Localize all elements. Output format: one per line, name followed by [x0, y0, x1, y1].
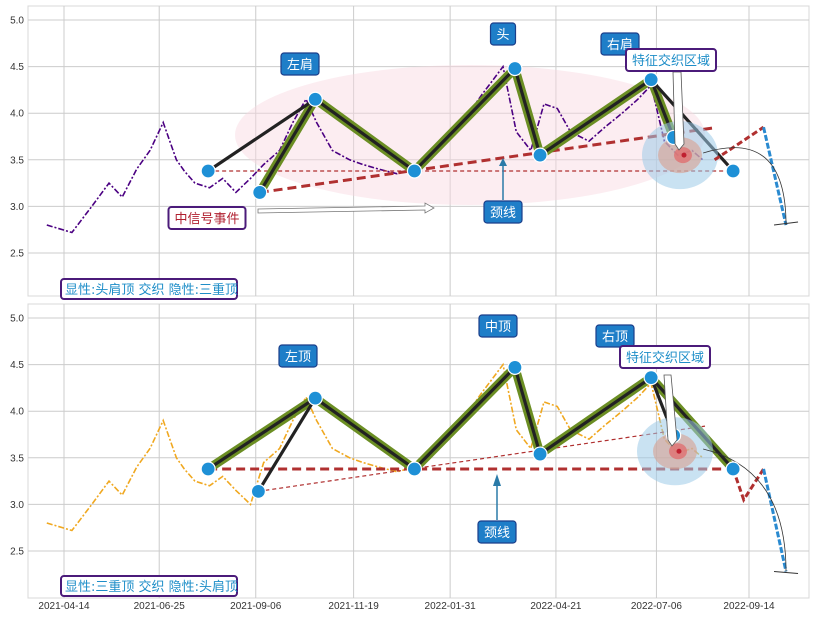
- pattern-point-marker: [307, 390, 323, 406]
- pattern-point-marker: [643, 72, 659, 88]
- pattern-legend-box: [60, 278, 238, 300]
- annotation-label: 左肩: [287, 57, 313, 73]
- y-tick-label: 4.5: [10, 62, 24, 73]
- forecast-down: [762, 468, 788, 572]
- x-tick-label: 2022-09-14: [723, 601, 775, 612]
- pattern-point-marker: [406, 461, 423, 477]
- pattern-legend-text: 显性:三重顶 交织 隐性:头肩顶: [65, 579, 238, 595]
- price-series-line: [46, 362, 704, 532]
- forecast-arc: [703, 448, 787, 572]
- pattern-skeleton-dark: [258, 98, 317, 194]
- forecast-down: [762, 126, 788, 226]
- x-tick-label: 2022-07-06: [631, 601, 683, 612]
- event-arrow: [257, 202, 435, 214]
- annotation-label: 右顶: [602, 330, 628, 345]
- annotation-box: [595, 324, 635, 348]
- y-tick-label: 2.5: [10, 547, 24, 558]
- y-tick-label: 5.0: [10, 16, 24, 27]
- x-tick-label: 2021-06-25: [134, 601, 186, 612]
- pattern-skeleton-dark: [513, 68, 542, 156]
- annotation-box: [167, 206, 247, 230]
- y-tick-label: 3.5: [10, 453, 24, 464]
- annotation-box: [280, 52, 320, 76]
- annotation-box: [619, 345, 711, 369]
- forecast-up: [713, 125, 765, 162]
- x-tick-label: 2021-09-06: [230, 601, 282, 612]
- pattern-point-marker: [507, 359, 523, 375]
- pattern-skeleton-dark: [539, 78, 653, 157]
- annotation-label: 中顶: [485, 320, 511, 335]
- forecast-target-bar: [773, 571, 799, 575]
- y-tick-label: 4.5: [10, 360, 24, 371]
- zone-label: 特征交织区域: [632, 53, 710, 69]
- pattern-point-marker: [507, 60, 523, 77]
- zone-label: 特征交织区域: [626, 350, 704, 366]
- y-tick-label: 3.0: [10, 500, 24, 511]
- x-tick-label: 2021-04-14: [38, 601, 90, 612]
- y-tick-label: 3.5: [10, 155, 24, 166]
- annotation-label: 颈线: [490, 206, 516, 221]
- pattern-skeleton-dark: [413, 366, 517, 471]
- feature-zone-center: [681, 152, 687, 158]
- y-tick-label: 5.0: [10, 314, 24, 325]
- x-tick-label: 2022-01-31: [425, 601, 477, 612]
- pattern-point-marker: [250, 483, 266, 499]
- zone-pointer: [663, 374, 678, 447]
- event-label: 中信号事件: [174, 212, 239, 227]
- pattern-point-marker: [725, 461, 741, 477]
- pattern-skeleton-dark: [539, 376, 653, 456]
- pattern-skeleton-dark: [257, 397, 317, 493]
- support-line: [258, 425, 706, 492]
- pattern-point-marker: [406, 163, 423, 179]
- pattern-point-marker: [200, 163, 216, 179]
- annotation-label: 颈线: [484, 526, 510, 541]
- pattern-legend-text: 显性:头肩顶 交织 隐性:三重顶: [65, 282, 238, 298]
- x-tick-label: 2021-11-19: [328, 601, 379, 612]
- annotation-box: [489, 22, 517, 46]
- pattern-point-marker: [643, 370, 659, 386]
- annotation-box: [625, 48, 717, 72]
- pattern-point-marker: [252, 184, 268, 201]
- price-series-line: [46, 64, 704, 234]
- annotation-box: [477, 520, 517, 544]
- forecast-arc: [703, 147, 787, 226]
- pattern-point-marker: [532, 147, 548, 163]
- x-axis: 2021-04-14 2021-06-25 2021-09-06 2021-11-19…: [38, 601, 775, 612]
- pattern-point-marker: [532, 446, 548, 462]
- neckline: [259, 126, 713, 194]
- pattern-skeleton-dark: [513, 366, 542, 455]
- annotation-box: [478, 314, 518, 338]
- y-tick-label: 2.5: [10, 249, 24, 260]
- pattern-point-marker: [200, 461, 216, 477]
- pattern-point-marker: [307, 91, 323, 107]
- pattern-skeleton-dark: [314, 97, 416, 173]
- x-tick-label: 2022-04-21: [530, 601, 582, 612]
- annotation-label: 头: [496, 28, 509, 43]
- annotation-box: [483, 200, 523, 224]
- annotation-box: [278, 344, 318, 368]
- annotation-label: 左顶: [285, 350, 311, 365]
- pattern-skeleton-dark: [207, 396, 317, 471]
- y-tick-label: 3.0: [10, 202, 24, 213]
- feature-zone-center: [676, 448, 682, 454]
- y-tick-label: 4.0: [10, 109, 24, 120]
- panel-top: 2.53.03.54.04.55.0左肩头右肩颈线特征交织区域中信号事件显性:头…: [10, 5, 810, 300]
- pattern-point-marker: [725, 163, 741, 179]
- neckline-arrowhead: [499, 158, 507, 166]
- pattern-skeleton-dark: [413, 67, 517, 173]
- y-tick-label: 4.0: [10, 407, 24, 418]
- neckline-arrowhead: [493, 474, 501, 486]
- head-region-ellipse: [235, 65, 705, 205]
- pattern-skeleton-dark: [207, 97, 317, 173]
- pattern-legend-box: [60, 575, 238, 597]
- pattern-skeleton-dark: [314, 396, 416, 471]
- forecast-target-bar: [773, 221, 799, 226]
